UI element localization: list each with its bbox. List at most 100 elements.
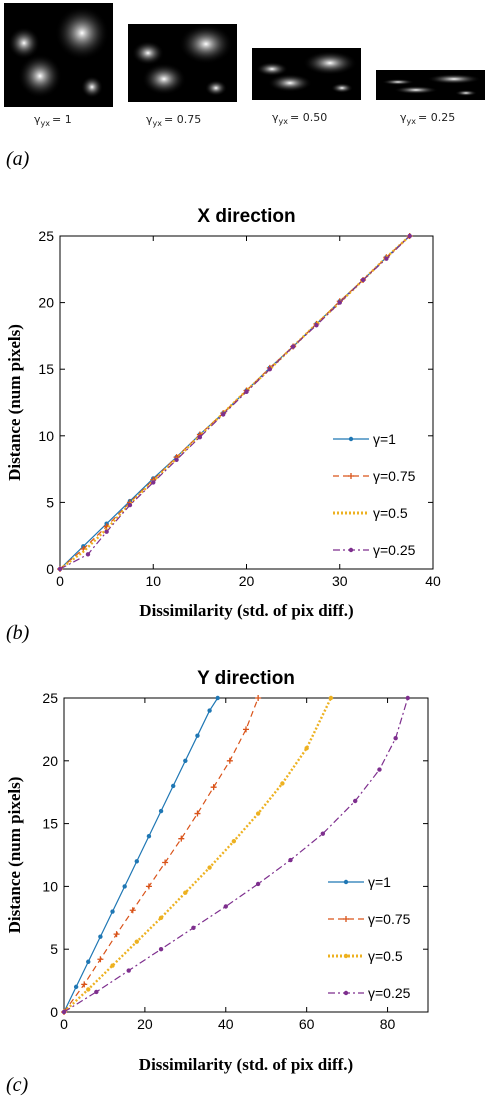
data-point	[183, 758, 188, 763]
data-point	[244, 389, 249, 395]
data-point	[288, 857, 293, 863]
blob-image-gamma-1	[4, 3, 113, 107]
legend-label: γ=0.75	[373, 468, 416, 484]
data-point	[255, 811, 261, 816]
legend-entry: γ=0.75	[333, 468, 416, 484]
data-point	[146, 833, 152, 839]
y-tick-label: 10	[38, 428, 54, 444]
legend-marker	[348, 473, 354, 479]
series-line	[63, 697, 409, 1013]
tile-caption-gamma-0.75: γyx = 0.75	[146, 113, 202, 128]
data-point	[405, 695, 410, 701]
y-axis-label: Distance (num pixels)	[5, 324, 24, 481]
y-tick-label: 15	[38, 361, 54, 377]
legend-entry: γ=1	[333, 431, 396, 447]
data-point	[220, 412, 226, 417]
data-point	[210, 784, 217, 791]
y-tick-label: 20	[38, 295, 54, 311]
legend-entry: γ=1	[328, 874, 391, 890]
legend-marker	[343, 879, 349, 885]
blob-image-gamma-0.50	[252, 48, 361, 100]
chart-x-direction: X direction 0 10 20 30 40 0 5 10 15 20 25 Dissimilar…	[5, 206, 441, 620]
data-point	[314, 323, 319, 328]
series-2	[61, 695, 334, 1015]
legend-marker	[348, 436, 354, 442]
data-point	[195, 733, 200, 738]
panel-label-a: (a)	[6, 148, 30, 170]
blob-image-gamma-0.25	[376, 70, 485, 100]
y-tick-label: 25	[38, 228, 54, 244]
data-point	[255, 695, 262, 701]
data-point	[158, 947, 164, 952]
legend-entry: γ=0.25	[328, 985, 411, 1001]
legend-marker	[348, 547, 354, 553]
data-point	[134, 859, 139, 864]
data-point	[61, 1009, 67, 1015]
data-point	[353, 798, 358, 804]
legend-marker	[343, 953, 349, 959]
data-point	[98, 934, 103, 939]
series-line	[59, 235, 411, 570]
legend-marker	[343, 990, 349, 996]
tile-caption-gamma-0.50: γyx = 0.50	[272, 111, 328, 126]
series-1	[61, 695, 262, 1015]
plot-frame	[63, 697, 429, 1013]
data-point	[328, 695, 334, 701]
data-point	[255, 881, 261, 887]
data-point	[86, 987, 91, 992]
y-tick-label: 0	[50, 1004, 58, 1020]
data-point	[145, 883, 152, 890]
data-point	[337, 300, 342, 305]
x-axis-label: Dissimilarity (std. of pix diff.)	[139, 601, 353, 620]
x-tick-label: 10	[145, 573, 161, 589]
data-point	[162, 859, 169, 866]
series-line	[59, 235, 411, 570]
tile-caption-gamma-1: γyx = 1	[34, 113, 72, 128]
data-point	[151, 480, 156, 485]
data-point	[73, 984, 79, 990]
data-point	[267, 367, 273, 372]
data-point	[183, 890, 188, 895]
data-point	[122, 884, 127, 889]
x-tick-label: 60	[299, 1016, 315, 1032]
data-point	[393, 735, 398, 741]
y-axis-label: Distance (num pixels)	[5, 777, 24, 934]
x-tick-label: 30	[332, 573, 348, 589]
x-axis-label: Dissimilarity (std. of pix diff.)	[139, 1055, 353, 1074]
legend-label: γ=0.5	[368, 948, 403, 964]
data-point	[384, 256, 389, 261]
chart-title: X direction	[197, 206, 295, 227]
x-tick-label: 0	[56, 573, 64, 589]
series-3	[61, 695, 410, 1015]
blob-image-gamma-0.75	[128, 24, 237, 102]
data-point	[158, 808, 164, 814]
x-tick-label: 40	[425, 573, 441, 589]
series-line	[63, 697, 219, 1013]
data-point	[134, 939, 139, 944]
legend-label: γ=0.25	[368, 985, 411, 1001]
data-point	[207, 865, 212, 870]
blob-image-gamma-0.50-svg	[256, 51, 357, 93]
data-point	[171, 783, 176, 789]
legend-entry: γ=0.5	[328, 948, 403, 964]
y-tick-label: 15	[42, 816, 58, 832]
legend-label: γ=1	[373, 431, 396, 447]
data-point	[110, 963, 115, 968]
data-point	[243, 726, 249, 733]
data-point	[360, 277, 366, 283]
chart-y-direction: Y direction 0 20 40 60 80 0 5 10 15 20 25 Dissimilar…	[5, 668, 429, 1074]
data-point	[223, 904, 228, 909]
data-point	[290, 344, 296, 349]
data-point	[231, 838, 237, 844]
data-point	[304, 746, 309, 751]
x-tick-label: 80	[380, 1016, 396, 1032]
x-tick-label: 0	[60, 1016, 68, 1032]
x-tick-label: 20	[239, 573, 255, 589]
data-point	[113, 931, 120, 938]
data-point	[129, 907, 136, 914]
data-point	[377, 767, 382, 772]
data-point	[178, 835, 185, 842]
chart-title: Y direction	[197, 668, 295, 689]
panel-label-b: (b)	[6, 622, 30, 644]
y-tick-label: 5	[46, 494, 54, 510]
